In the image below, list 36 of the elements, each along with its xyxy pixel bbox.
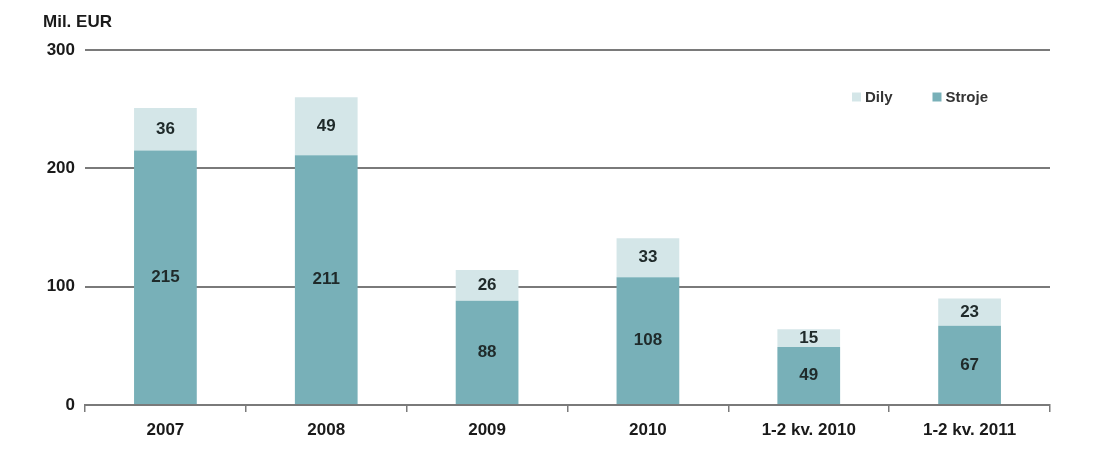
data-label: 88 bbox=[477, 342, 497, 362]
data-label: 49 bbox=[799, 365, 819, 385]
y-tick-label: 100 bbox=[46, 276, 75, 296]
y-tick-label: 300 bbox=[46, 39, 75, 59]
data-label: 23 bbox=[960, 301, 980, 321]
bar bbox=[294, 97, 358, 156]
data-label: 15 bbox=[799, 327, 819, 347]
x-tick-label: 2007 bbox=[146, 419, 185, 439]
x-tick-label: 2008 bbox=[307, 419, 346, 439]
bar bbox=[134, 107, 197, 151]
y-tick-label: 200 bbox=[46, 158, 75, 178]
bar bbox=[455, 300, 519, 404]
data-label: 49 bbox=[316, 116, 336, 136]
x-tick-label: 2009 bbox=[468, 419, 506, 439]
bar bbox=[938, 325, 1001, 404]
bar bbox=[616, 238, 680, 278]
bar bbox=[455, 270, 519, 301]
data-label: 33 bbox=[638, 247, 658, 267]
y-axis-title: Mil. EUR bbox=[43, 11, 112, 31]
bar bbox=[777, 347, 841, 404]
data-label: 215 bbox=[151, 266, 180, 286]
data-label: 211 bbox=[312, 269, 340, 289]
bar bbox=[938, 298, 1001, 326]
data-label: 108 bbox=[633, 330, 663, 350]
bar bbox=[616, 277, 680, 404]
x-tick-label: 1-2 kv. 2010 bbox=[761, 419, 856, 439]
data-label: 26 bbox=[477, 275, 497, 295]
data-label: 67 bbox=[960, 354, 980, 374]
x-tick-label: 2010 bbox=[629, 419, 667, 439]
y-tick-label: 0 bbox=[65, 394, 75, 414]
x-tick-label: 1-2 kv. 2011 bbox=[922, 419, 1017, 439]
bar bbox=[134, 150, 197, 404]
bar bbox=[294, 155, 358, 404]
data-label: 36 bbox=[155, 118, 175, 138]
legend-label: Stroje bbox=[945, 88, 989, 106]
legend-label: Dily bbox=[864, 88, 894, 106]
